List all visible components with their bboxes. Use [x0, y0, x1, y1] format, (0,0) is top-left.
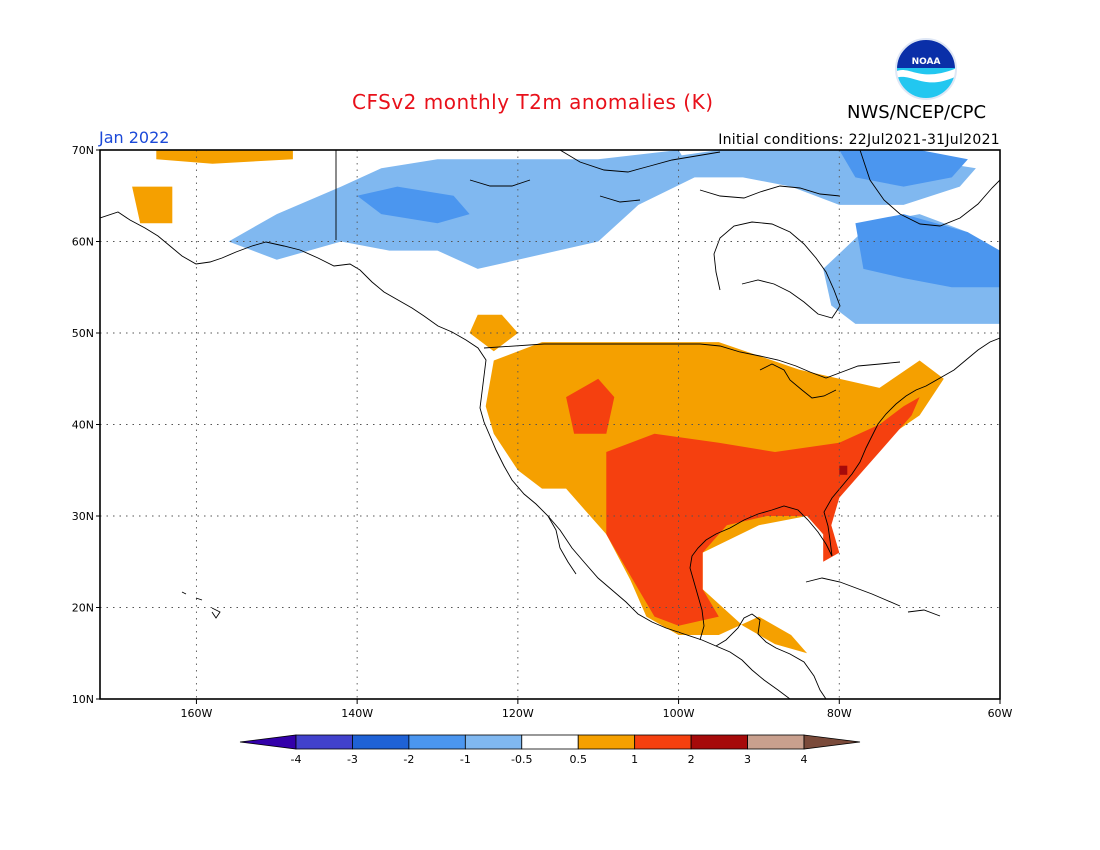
colorbar-box	[634, 734, 692, 750]
colorbar-box	[577, 734, 636, 750]
colorbar-box	[352, 734, 410, 750]
valid-month-label: Jan 2022	[99, 128, 170, 147]
colorbar-low-triangle	[239, 734, 297, 750]
colorbar-tick-label: 3	[744, 753, 751, 766]
coastlines-and-borders	[100, 150, 1000, 699]
anomaly-region-labrador-cooler	[855, 214, 1000, 288]
colorbar-tick-label: 0.5	[569, 753, 587, 766]
anomaly-region-west-alaska-warm	[132, 186, 173, 224]
anomaly-region-northwest-canada-warm	[469, 314, 518, 352]
colorbar-box	[464, 734, 523, 750]
anomaly-region-yukon-cooler	[357, 186, 470, 224]
lon-tick-label: 100W	[663, 707, 695, 720]
colorbar-box	[295, 734, 353, 750]
lon-tick-label: 140W	[341, 707, 373, 720]
colorbar-tick-label: 4	[801, 753, 808, 766]
anomaly-region-south-central-warm	[606, 397, 920, 626]
lat-tick-label: 20N	[72, 602, 94, 615]
noaa-logo: NOAA	[895, 38, 957, 100]
lat-tick-label: 30N	[72, 510, 94, 523]
lat-tick-label: 70N	[72, 144, 94, 157]
colorbar-tick-label: -1	[460, 753, 471, 766]
colorbar-tick-label: -2	[403, 753, 414, 766]
lon-tick-label: 80W	[827, 707, 852, 720]
anomaly-region-great-basin-warm	[566, 378, 615, 434]
colorbar-tick-label: -0.5	[511, 753, 532, 766]
initial-conditions-label: Initial conditions: 22Jul2021-31Jul2021	[718, 132, 1000, 148]
anomaly-shading	[132, 150, 1000, 654]
anomaly-region-alaska-north-warm	[156, 150, 293, 164]
lat-tick-label: 10N	[72, 693, 94, 706]
chart-title: CFSv2 monthly T2m anomalies (K)	[352, 90, 714, 114]
graticule	[100, 150, 1000, 699]
colorbar-box	[521, 734, 579, 750]
colorbar-box	[690, 734, 748, 750]
colorbar: -4 -3 -2 -1 -0.5 0.5 1 2 3 4	[239, 734, 861, 766]
axis-labels: 70N 60N 50N 40N 30N 20N 10N 160W 140W 120W 100W 80W…	[72, 144, 1013, 720]
agency-label: NWS/NCEP/CPC	[847, 102, 987, 123]
lat-tick-label: 60N	[72, 236, 94, 249]
lon-tick-label: 120W	[502, 707, 534, 720]
lon-tick-label: 60W	[988, 707, 1013, 720]
lat-tick-label: 40N	[72, 419, 94, 432]
colorbar-box	[408, 734, 466, 750]
colorbar-high-triangle	[803, 734, 861, 750]
anomaly-region-carolina-hot	[839, 465, 848, 475]
colorbar-tick-label: 1	[631, 753, 638, 766]
colorbar-tick-label: -3	[347, 753, 358, 766]
anomaly-region-baffin-cooler	[839, 150, 968, 187]
lat-tick-label: 50N	[72, 327, 94, 340]
colorbar-box	[747, 734, 805, 750]
logo-text: NOAA	[912, 57, 941, 67]
colorbar-tick-label: 2	[688, 753, 695, 766]
colorbar-tick-label: -4	[291, 753, 302, 766]
lon-tick-label: 160W	[180, 707, 212, 720]
